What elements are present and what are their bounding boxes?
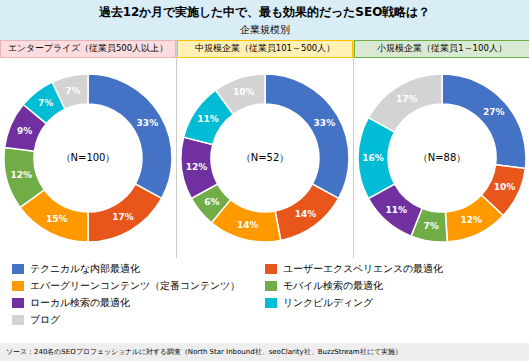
svg-text:14%: 14% [295, 209, 317, 219]
html-text:ソース：240名のSEOプロフェッショナルに対する調査（No: ソース：240名のSEOプロフェッショナルに対する調査（North Star I… [6, 348, 402, 356]
svg-text:33%: 33% [137, 118, 159, 128]
html-text:小規模企業（従業員1～100人）: 小規模企業（従業員1～100人） [377, 43, 507, 53]
html-text:エバーグリーンコンテンツ（定番コンテンツ）: エバーグリーンコンテンツ（定番コンテンツ） [30, 280, 240, 291]
html-text:ローカル検索の最適化: ローカル検索の最適化 [30, 297, 130, 308]
svg-text:11%: 11% [197, 114, 219, 124]
svg-text:27%: 27% [483, 107, 505, 117]
svg-text:6%: 6% [204, 197, 219, 207]
html-text:リンクビルディング: リンクビルディング [282, 297, 373, 308]
html-text:過去12か月で実施した中で、最も効果的だったSEO戦略は？: 過去12か月で実施した中で、最も効果的だったSEO戦略は？ [98, 4, 431, 19]
svg-text:17%: 17% [396, 94, 418, 104]
svg-text:33%: 33% [314, 118, 336, 128]
svg-text:11%: 11% [386, 205, 408, 215]
html-text:企業規模別: 企業規模別 [239, 23, 290, 35]
svg-text:12%: 12% [10, 170, 32, 180]
html-text:エンタープライズ（従業員500人以上）: エンタープライズ（従業員500人以上） [7, 43, 169, 53]
html-text:（N=100）: （N=100） [60, 152, 116, 163]
svg-text:9%: 9% [17, 126, 32, 136]
html-text:（N=88）: （N=88） [417, 152, 467, 163]
html-text:中規模企業（従業員101～500人）: 中規模企業（従業員101～500人） [194, 43, 336, 53]
svg-text:7%: 7% [38, 98, 53, 108]
html-text:ブログ: ブログ [30, 314, 60, 325]
html-text:（N=52）: （N=52） [240, 152, 290, 163]
svg-text:12%: 12% [461, 215, 483, 225]
html-text:ユーザーエクスペリエンスの最適化: ユーザーエクスペリエンスの最適化 [282, 263, 443, 274]
svg-text:7%: 7% [65, 86, 80, 96]
svg-text:12%: 12% [186, 162, 208, 172]
svg-text:15%: 15% [46, 214, 68, 224]
svg-text:10%: 10% [494, 182, 516, 192]
svg-text:7%: 7% [424, 221, 439, 231]
svg-text:17%: 17% [112, 212, 134, 222]
svg-text:10%: 10% [233, 87, 255, 97]
html-text:テクニカルな内部最適化: テクニカルな内部最適化 [30, 263, 140, 274]
html-text:モバイル検索の最適化: モバイル検索の最適化 [282, 280, 383, 291]
svg-text:16%: 16% [362, 153, 384, 163]
svg-text:14%: 14% [237, 220, 259, 230]
